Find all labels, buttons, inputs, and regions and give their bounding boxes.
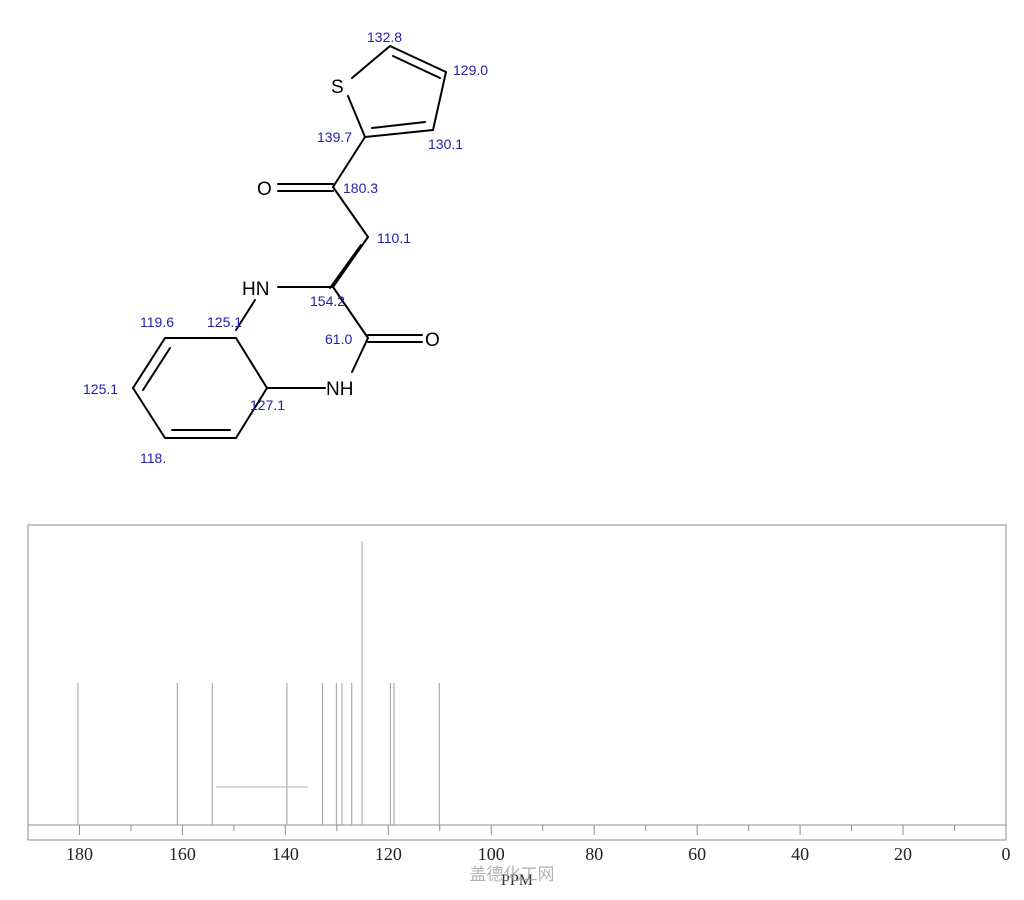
shift-label-c5-thiophene: 132.8 bbox=[367, 29, 402, 45]
bond-ring-junction-top bbox=[235, 337, 268, 389]
bond-s-c5 bbox=[351, 45, 391, 79]
bond-c2-s bbox=[347, 95, 366, 138]
tick-label-40: 40 bbox=[791, 844, 809, 864]
shift-labels: 132.8 129.0 130.1 139.7 180.3 110.1 154.… bbox=[83, 29, 488, 466]
tick-label-60: 60 bbox=[688, 844, 706, 864]
atom-nh-bottom: NH bbox=[326, 379, 353, 400]
bond-c5-c4-inner bbox=[392, 55, 441, 79]
shift-label-c-ar-bottom: 118. bbox=[140, 450, 166, 466]
plot-frame bbox=[27, 524, 1007, 841]
tick-label-80: 80 bbox=[585, 844, 603, 864]
tick-label-120: 120 bbox=[375, 844, 402, 864]
x-axis-title: PPM bbox=[501, 872, 533, 889]
bonds bbox=[132, 45, 447, 439]
bond-c3-c2 bbox=[364, 129, 434, 138]
bond-cketone-cvinyl bbox=[332, 186, 369, 238]
bond-cvinyl-cenamine bbox=[332, 236, 369, 288]
molecule-structure: S O O HN NH 132.8 129.0 130.1 139.7 180.… bbox=[83, 29, 488, 466]
bond-hn-ringtop bbox=[235, 299, 256, 331]
x-axis-ticks bbox=[27, 825, 1007, 835]
shift-label-c-enamine: 154.2 bbox=[310, 293, 345, 309]
atom-o-amide: O bbox=[425, 330, 440, 351]
x-axis-tick-labels: 180 160 140 120 100 80 60 40 20 0 bbox=[66, 844, 1011, 864]
shift-label-c2-thiophene: 139.7 bbox=[317, 129, 352, 145]
tick-label-0: 0 bbox=[1002, 844, 1011, 864]
shift-label-c-vinyl: 110.1 bbox=[377, 230, 411, 246]
peaks bbox=[77, 541, 440, 825]
nmr-spectrum-chart: 180 160 140 120 100 80 60 40 20 0 PPM 盖德化工网 bbox=[27, 524, 1011, 889]
shift-label-c-ketone: 180.3 bbox=[343, 180, 378, 196]
tick-label-160: 160 bbox=[169, 844, 196, 864]
bond-ring-topleft-left-inner bbox=[142, 347, 171, 391]
tick-label-20: 20 bbox=[894, 844, 912, 864]
bond-cenamine-camide bbox=[332, 286, 369, 339]
bond-cvinyl-cenamine-inner bbox=[329, 244, 362, 289]
bond-c2-cketone bbox=[332, 136, 366, 188]
bond-c5-c4 bbox=[389, 45, 447, 73]
tick-label-100: 100 bbox=[478, 844, 505, 864]
bond-c3-c2-inner bbox=[371, 121, 426, 129]
bond-ring-left-bottomleft bbox=[132, 387, 166, 439]
bond-camide-nh bbox=[351, 337, 369, 373]
atom-s: S bbox=[331, 77, 344, 98]
shift-label-c-ar-topleft: 119.6 bbox=[140, 314, 174, 330]
shift-label-c-ar-top: 125.1 bbox=[207, 314, 242, 330]
bond-ring-bottomright-junction bbox=[235, 387, 268, 439]
shift-label-c3-thiophene: 130.1 bbox=[428, 136, 463, 152]
bond-ring-topleft-left bbox=[132, 337, 166, 389]
bond-c4-c3 bbox=[432, 71, 447, 131]
shift-label-c-ar-junction: 127.1 bbox=[250, 397, 285, 413]
shift-label-c4-thiophene: 129.0 bbox=[453, 62, 488, 78]
atom-hn-top: HN bbox=[242, 279, 269, 300]
shift-label-c-ar-left: 125.1 bbox=[83, 381, 118, 397]
shift-label-c-amide: 61.0 bbox=[325, 331, 352, 347]
atom-o-ketone: O bbox=[257, 179, 272, 200]
tick-label-140: 140 bbox=[272, 844, 299, 864]
watermark: 盖德化工网 bbox=[470, 865, 555, 885]
tick-label-180: 180 bbox=[66, 844, 93, 864]
